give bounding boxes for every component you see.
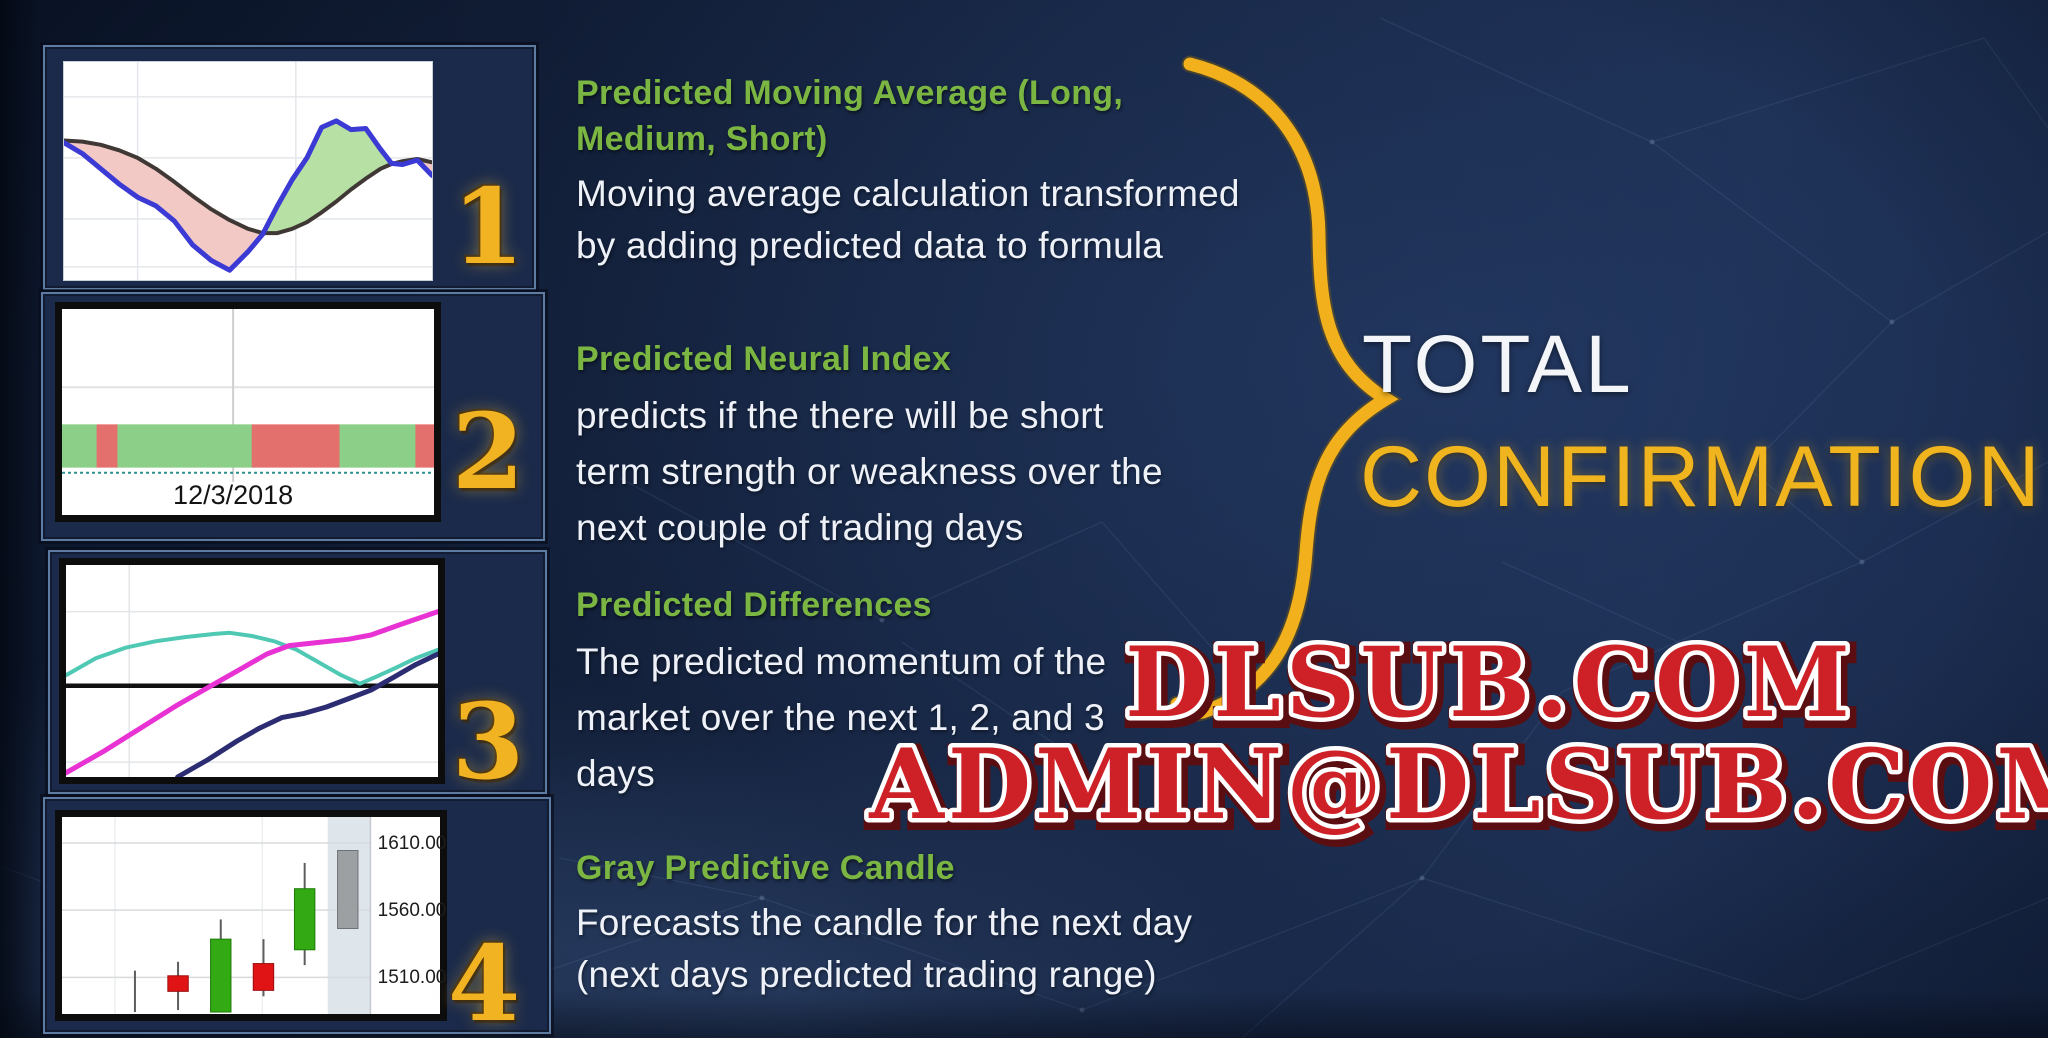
panel-2-neural-index: 12/3/2018 [41,292,545,541]
candle-wick [133,970,136,1013]
feature-body: days [576,753,655,794]
feature-block-moving-average: Predicted Moving Average (Long, Medium, … [576,70,1356,272]
neural-index-strength [117,424,253,468]
candle-green [210,938,232,1013]
panel-4-predictive-candle: 1610.00 1560.00 1510.00 [43,797,551,1034]
moving-average-chart [63,61,433,281]
y-axis-price-label: 1610.00 [377,833,447,854]
left-edge-shadow [0,0,40,1038]
feature-body: (next days predicted trading range) [576,954,1157,995]
feature-body: Forecasts the candle for the next day [576,902,1193,943]
neural-index-weakness [96,424,119,468]
title-confirmation: CONFIRMATION [1360,429,2042,525]
bearish-gap [64,140,263,271]
step-number-4: 4 [447,922,521,1038]
y-axis-price-label: 1510.00 [377,967,447,989]
predicted-moving-average [64,118,432,273]
feature-body: by adding predicted data to formula [576,225,1164,266]
predictive-candle-chart: 1610.00 1560.00 1510.00 [55,810,447,1021]
feature-heading: Medium, Short) [576,120,828,158]
feature-heading: Predicted Moving Average (Long, [576,74,1124,112]
predicted-diff-2 [66,609,438,776]
candle-red [167,975,189,992]
feature-body: Moving average calculation transformed [576,173,1240,214]
neural-index-strength [339,424,416,468]
panel-1-moving-average [43,45,536,290]
feature-heading: Predicted Neural Index [576,340,952,378]
bullish-gap [262,120,392,234]
feature-body: term strength or weakness over the [576,451,1163,492]
predicted-diff-3 [175,651,438,777]
feature-block-predictive-candle: Gray Predictive Candle Forecasts the can… [576,845,1356,1001]
feature-body: next couple of trading days [576,507,1024,548]
feature-block-differences: Predicted Differences The predicted mome… [576,582,1356,802]
step-number-1: 1 [451,165,525,288]
x-axis-date-label: 12/3/2018 [173,479,294,510]
feature-block-neural-index: Predicted Neural Index predicts if the t… [576,336,1356,556]
feature-heading: Predicted Differences [576,586,932,624]
y-axis-price-label: 1560.00 [377,900,447,922]
neural-index-weakness [415,424,434,468]
feature-heading: Gray Predictive Candle [576,849,955,887]
neural-index-chart: 12/3/2018 [55,302,441,522]
feature-body: The predicted momentum of the [576,641,1107,682]
neural-index-weakness [251,424,341,468]
step-number-2: 2 [451,390,525,513]
step-number-3: 3 [451,680,525,803]
candle-red [252,963,275,991]
actual-moving-average [64,138,432,236]
feature-body: market over the next 1, 2, and 3 [576,697,1105,738]
differences-chart [59,558,445,784]
candle-green [293,888,316,951]
gray-predictive-candle [337,849,359,930]
predicted-diff-1 [66,630,438,686]
title-total: TOTAL [1362,319,1634,410]
panel-3-differences [48,550,547,794]
neural-index-strength [62,424,98,468]
feature-body: predicts if the there will be short [576,395,1104,436]
